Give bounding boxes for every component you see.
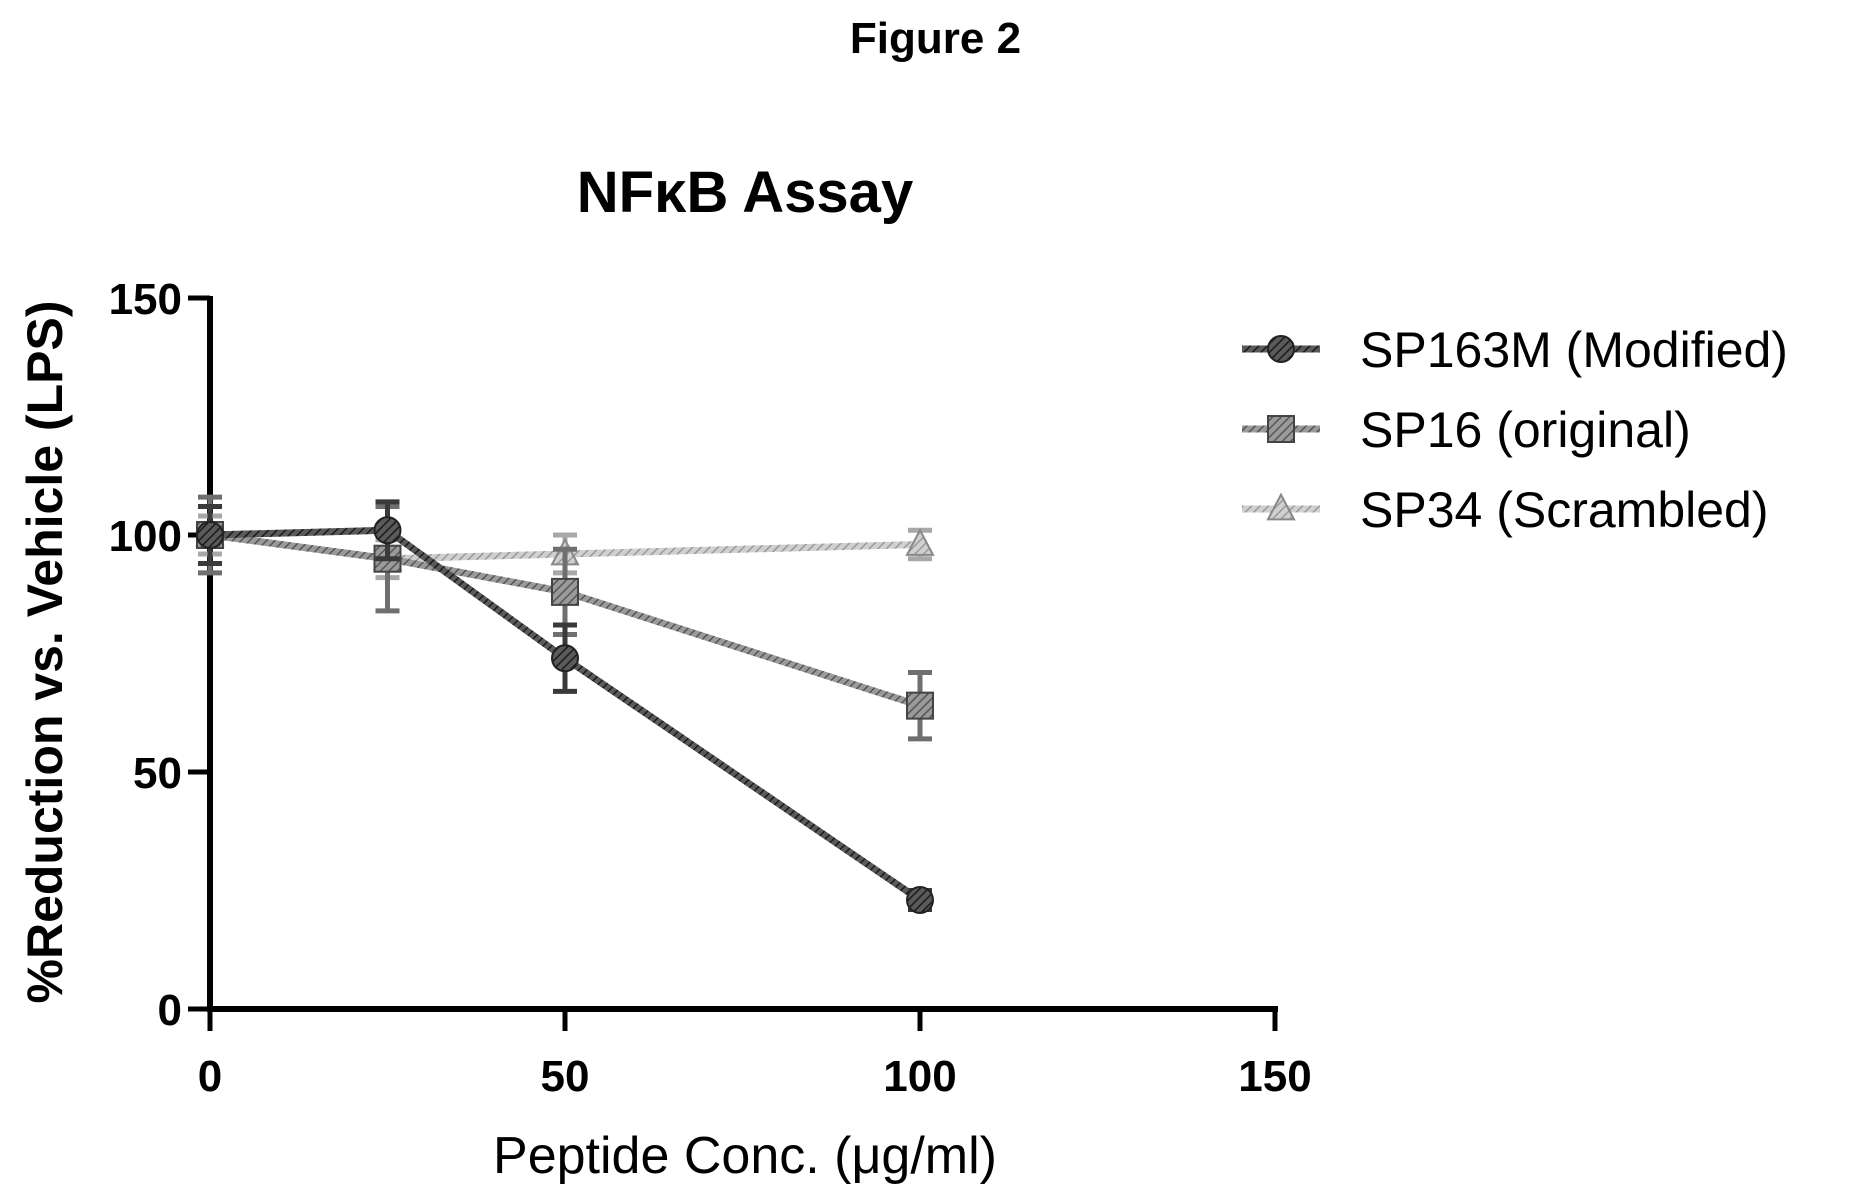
data-point [906, 885, 934, 914]
legend-marker [1266, 492, 1296, 521]
y-tick-label: 0 [158, 986, 182, 1035]
data-point [551, 644, 579, 673]
legend-marker [1267, 415, 1295, 443]
x-ticks: 0 50 100 150 [198, 1009, 1312, 1101]
x-tick-label: 0 [198, 1052, 222, 1101]
data-point [373, 516, 402, 545]
series-line [209, 526, 922, 903]
series-1 [196, 499, 934, 914]
chart-title: NFκB Assay [577, 160, 913, 225]
legend-marker [1267, 335, 1295, 363]
legend-label: SP163M (Modified) [1360, 322, 1788, 378]
data-point [905, 528, 935, 556]
legend-label: SP34 (Scrambled) [1360, 482, 1769, 538]
data-point [906, 691, 934, 720]
y-tick-label: 100 [109, 512, 182, 561]
x-tick-label: 100 [883, 1052, 956, 1101]
legend-label: SP16 (original) [1360, 402, 1691, 458]
x-axis-label: Peptide Conc. (μg/ml) [493, 1127, 997, 1185]
x-tick-label: 50 [541, 1052, 590, 1101]
y-tick-label: 150 [109, 275, 182, 324]
y-axis-label: %Reduction vs. Vehicle (LPS) [17, 301, 73, 1004]
legend-item: SP16 (original) [1242, 402, 1691, 458]
legend-item: SP163M (Modified) [1242, 322, 1788, 378]
y-tick-label: 50 [133, 749, 182, 798]
legend: SP163M (Modified) SP16 (original) SP34 (Sc… [1242, 322, 1788, 538]
axes [207, 296, 1278, 1012]
series-line [209, 531, 922, 709]
legend-item: SP34 (Scrambled) [1242, 482, 1769, 538]
x-tick-label: 150 [1238, 1052, 1311, 1101]
y-ticks: 0 50 100 150 [109, 275, 210, 1035]
data-point [551, 577, 579, 606]
data-point [196, 521, 224, 549]
plot-series [195, 494, 935, 914]
figure-label: Figure 2 [849, 14, 1022, 63]
